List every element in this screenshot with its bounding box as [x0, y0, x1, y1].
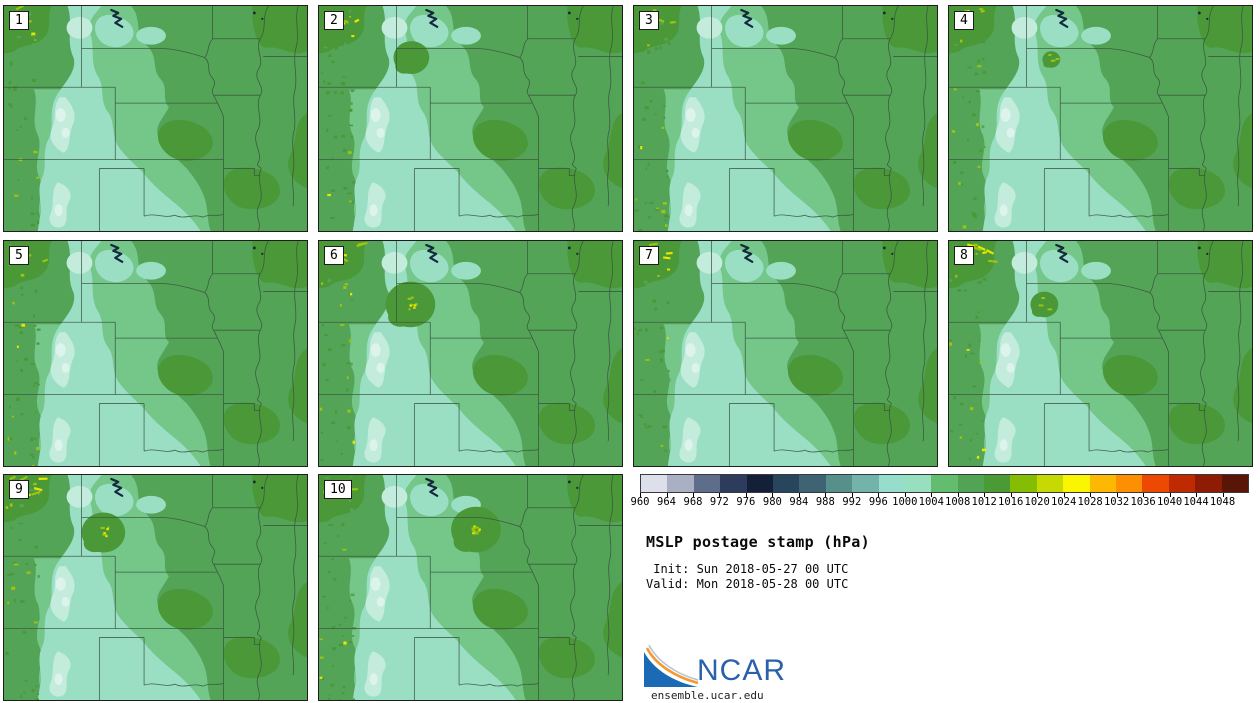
colorbar-tickmark: [984, 493, 986, 497]
colorbar-segment: [852, 475, 879, 492]
panel-number: 4: [954, 11, 974, 30]
colorbar-tick-label: 1008: [945, 496, 971, 508]
colorbar-segment: [1195, 475, 1222, 492]
colorbar-tick-label: 1040: [1156, 496, 1183, 508]
ensemble-member-panel-3: 3: [633, 5, 938, 232]
colorbar-tickmark: [1143, 493, 1145, 497]
colorbar-tickmark: [693, 493, 694, 497]
colorbar-tick-label: 968: [683, 496, 703, 508]
colorbar-tickmark: [1116, 493, 1118, 497]
colorbar-segment: [693, 475, 721, 492]
ensemble-member-panel-6: 6: [318, 240, 623, 467]
colorbar-tick-label: 976: [736, 496, 756, 508]
ensemble-member-panel-7: 7: [633, 240, 938, 467]
colorbar-segment: [1168, 475, 1196, 492]
colorbar-segment: [641, 475, 668, 492]
colorbar-segment: [1142, 475, 1169, 492]
colorbar-tick-label: 996: [868, 496, 888, 508]
colorbar-tickmark: [1010, 493, 1012, 497]
colorbar-tickmark: [825, 493, 827, 497]
colorbar-segment: [984, 475, 1011, 492]
panel-number: 3: [639, 11, 659, 30]
ensemble-member-panel-2: 2: [318, 5, 623, 232]
panel-number: 10: [324, 480, 352, 499]
colorbar-segment: [1063, 475, 1090, 492]
ensemble-member-panel-10: 10: [318, 474, 623, 701]
colorbar-tick-label: 1044: [1183, 496, 1209, 508]
colorbar-segment: [799, 475, 826, 492]
colorbar-segment: [825, 475, 853, 492]
colorbar-tickmark: [772, 493, 774, 497]
colorbar-tickmark: [931, 493, 933, 497]
colorbar-tickmark: [666, 493, 668, 497]
panel-number: 5: [9, 246, 29, 265]
colorbar-tickmark: [745, 493, 747, 497]
colorbar-tick-label: 1012: [971, 496, 997, 508]
valid-time: Valid: Mon 2018-05-28 00 UTC: [646, 577, 849, 591]
ensemble-member-panel-1: 1: [3, 5, 308, 232]
colorbar-tickmark: [1037, 493, 1039, 497]
colorbar-tickmark: [1063, 493, 1065, 497]
colorbar-segment: [957, 475, 985, 492]
site-url: ensemble.ucar.edu: [651, 689, 764, 702]
colorbar-segment: [931, 475, 958, 492]
colorbar-tick-label: 1024: [1051, 496, 1077, 508]
panel-number: 2: [324, 11, 344, 30]
colorbar-segment: [1221, 475, 1248, 492]
figure-title: MSLP postage stamp (hPa): [646, 533, 870, 551]
colorbar-tick-label: 1004: [918, 496, 944, 508]
colorbar-segment: [1116, 475, 1143, 492]
colorbar-tick-label: 1032: [1103, 496, 1130, 508]
panel-number: 8: [954, 246, 974, 265]
colorbar-tickmark: [1090, 493, 1092, 497]
colorbar-tickmark: [878, 493, 880, 497]
colorbar-tick-label: 1048: [1209, 496, 1236, 508]
colorbar-tickmark: [640, 493, 641, 497]
colorbar-tickmark: [1196, 493, 1197, 497]
colorbar-segment: [1089, 475, 1117, 492]
colorbar-segment: [772, 475, 800, 492]
colorbar-segment: [878, 475, 905, 492]
colorbar-tickmark: [1222, 493, 1224, 497]
colorbar-segment: [720, 475, 747, 492]
init-time: Init: Sun 2018-05-27 00 UTC: [646, 562, 849, 576]
colorbar-tickmark: [904, 493, 906, 497]
ncar-wordmark: NCAR: [697, 654, 787, 687]
colorbar-segment: [904, 475, 932, 492]
colorbar-tick-label: 1036: [1130, 496, 1156, 508]
colorbar: [640, 474, 1249, 493]
colorbar-tickmark: [719, 493, 721, 497]
ncar-swoosh-icon: [644, 645, 698, 687]
colorbar-tick-label: 980: [762, 496, 782, 508]
colorbar-tick-label: 1016: [998, 496, 1024, 508]
colorbar-tick-label: 992: [842, 496, 862, 508]
colorbar-segment: [667, 475, 694, 492]
panel-number: 7: [639, 246, 659, 265]
colorbar-tick-label: 1020: [1024, 496, 1050, 508]
colorbar-tick-label: 1028: [1077, 496, 1103, 508]
panel-number: 1: [9, 11, 29, 30]
colorbar-tick-label: 964: [657, 496, 676, 508]
colorbar-tickmark: [851, 493, 853, 497]
colorbar-tick-label: 972: [709, 496, 729, 508]
colorbar-tick-label: 1000: [892, 496, 918, 508]
ensemble-member-panel-5: 5: [3, 240, 308, 467]
panel-number: 6: [324, 246, 344, 265]
panel-number: 9: [9, 480, 29, 499]
colorbar-tick-label: 960: [630, 496, 650, 508]
colorbar-segment: [1036, 475, 1064, 492]
colorbar-tickmark: [1169, 493, 1171, 497]
colorbar-tick-label: 988: [815, 496, 835, 508]
ensemble-member-panel-9: 9: [3, 474, 308, 701]
colorbar-tickmark: [957, 493, 959, 497]
colorbar-tick-label: 984: [789, 496, 809, 508]
colorbar-segment: [1010, 475, 1037, 492]
colorbar-segment: [746, 475, 773, 492]
ensemble-member-panel-8: 8: [948, 240, 1253, 467]
ncar-logo: NCAR: [642, 645, 802, 689]
colorbar-tickmark: [798, 493, 800, 497]
ensemble-member-panel-4: 4: [948, 5, 1253, 232]
